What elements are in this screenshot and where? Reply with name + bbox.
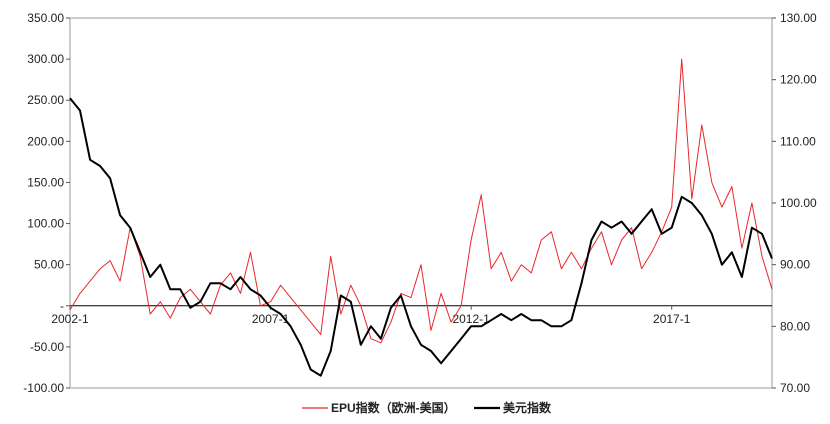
series-layer bbox=[69, 58, 773, 377]
left-tick-label: 100.00 bbox=[27, 217, 64, 231]
left-tick-label: -50.00 bbox=[30, 340, 64, 354]
left-tick-label: -100.00 bbox=[23, 381, 64, 395]
x-axis: 2002-1 2007-1 2012-1 2017-1 bbox=[51, 305, 691, 326]
right-tick-label: 110.00 bbox=[780, 134, 816, 148]
series-line-usd bbox=[69, 97, 773, 377]
right-tick-label: 70.00 bbox=[780, 381, 810, 395]
right-tick-label: 90.00 bbox=[780, 258, 810, 272]
x-tick-label: 2012-1 bbox=[452, 312, 490, 326]
left-tick-label: 150.00 bbox=[27, 175, 64, 189]
right-tick-label: 130.00 bbox=[780, 11, 817, 25]
right-tick-label: 120.00 bbox=[780, 73, 817, 87]
left-tick-label: 50.00 bbox=[34, 258, 64, 272]
series-line-epu bbox=[69, 58, 773, 344]
legend-label-epu: EPU指数（欧洲-美国） bbox=[331, 400, 456, 415]
plot-area bbox=[69, 17, 773, 389]
left-tick-label: 300.00 bbox=[27, 52, 64, 66]
left-tick-label: - bbox=[60, 299, 64, 313]
x-tick-label: 2007-1 bbox=[252, 312, 290, 326]
left-tick-label: 250.00 bbox=[27, 93, 64, 107]
left-axis: 350.00 300.00 250.00 200.00 150.00 100.00 50.0… bbox=[23, 11, 70, 395]
right-tick-label: 80.00 bbox=[780, 319, 810, 333]
legend: EPU指数（欧洲-美国） 美元指数 bbox=[302, 400, 552, 415]
right-axis: 130.00 120.00 110.00 100.00 90.00 80.00 70.00 bbox=[772, 11, 817, 395]
legend-label-usd: 美元指数 bbox=[503, 400, 552, 415]
x-tick-label: 2017-1 bbox=[653, 312, 691, 326]
left-tick-label: 350.00 bbox=[27, 11, 64, 25]
left-tick-label: 200.00 bbox=[27, 134, 64, 148]
right-tick-label: 100.00 bbox=[780, 196, 817, 210]
x-tick-label: 2002-1 bbox=[51, 312, 89, 326]
